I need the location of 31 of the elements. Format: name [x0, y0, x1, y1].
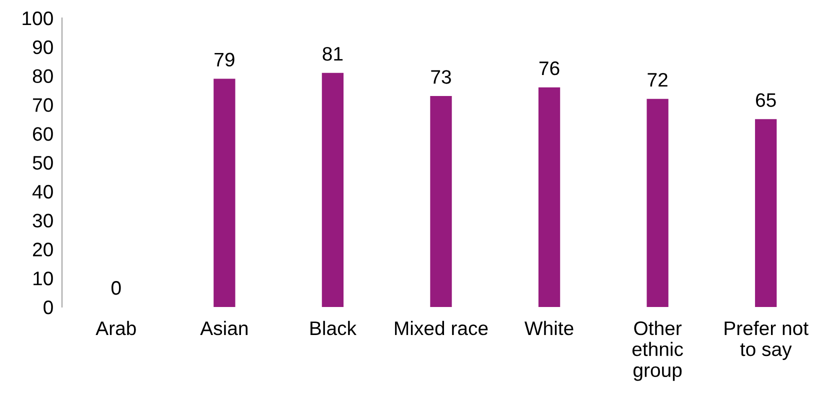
y-tick-label: 100 — [22, 11, 53, 26]
data-label: 81 — [322, 46, 343, 61]
data-label: 76 — [539, 61, 560, 76]
x-tick-label: Black — [310, 320, 357, 336]
y-tick-label: 40 — [32, 184, 53, 199]
bar — [322, 72, 344, 307]
bar — [538, 87, 560, 307]
data-label: 72 — [648, 72, 668, 87]
y-tick-label: 50 — [32, 156, 53, 170]
data-label: 79 — [214, 52, 234, 67]
y-tick-label: 90 — [32, 40, 53, 54]
y-tick-label: 0 — [44, 300, 53, 314]
y-tick-label: 30 — [32, 214, 53, 228]
bar — [755, 119, 777, 307]
data-label: 65 — [756, 93, 776, 107]
data-label: 0 — [111, 281, 121, 295]
x-tick-label: Prefer not to say — [724, 320, 808, 360]
x-tick-label: Mixed race — [395, 320, 488, 336]
bar — [214, 78, 236, 307]
y-tick-label: 10 — [34, 272, 53, 286]
x-tick-label: Arab — [96, 320, 136, 336]
bar — [430, 96, 452, 307]
y-tick-label: 60 — [33, 127, 53, 141]
y-tick-label: 70 — [33, 98, 53, 112]
x-tick-label: Asian — [200, 320, 248, 336]
data-label: 73 — [431, 70, 451, 84]
bar — [646, 98, 668, 307]
y-tick-label: 80 — [32, 69, 53, 84]
y-tick-label: 20 — [33, 242, 53, 256]
x-tick-label: Other ethnic group — [632, 320, 684, 381]
x-tick-label: White — [524, 320, 574, 336]
